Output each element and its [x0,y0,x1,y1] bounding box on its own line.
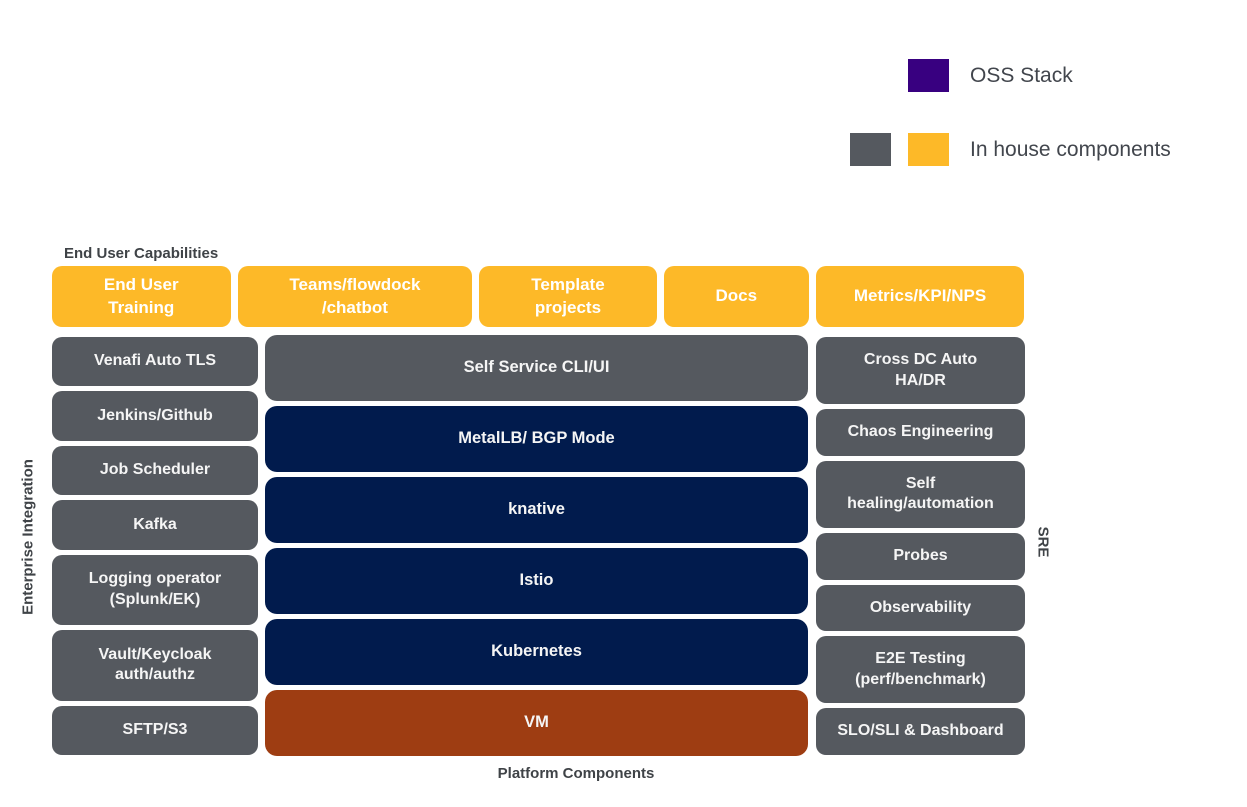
enterprise-integration-label: Enterprise Integration [19,459,37,615]
block-metallb-bgp-mode: MetalLB/ BGP Mode [265,406,808,472]
block-metrics-kpi-nps: Metrics/KPI/NPS [816,266,1025,327]
block-venafi-auto-tls: Venafi Auto TLS [52,337,258,387]
block-logging-operator: Logging operator (Splunk/EK) [52,554,258,626]
block-template-projects: Template projects [479,266,657,327]
end-user-capabilities-row: End User Training Teams/flowdock /chatbo… [52,266,1025,327]
block-vault-keycloak: Vault/Keycloak auth/authz [52,630,258,701]
legend-in-house-label: In house components [970,137,1171,161]
block-vm: VM [265,690,808,756]
oss-stack-swatch [908,59,949,92]
platform-components-label: Platform Components [497,765,655,782]
block-kafka: Kafka [52,500,258,550]
legend-oss-label: OSS Stack [970,63,1073,87]
block-teams-flowdock-chatbot: Teams/flowdock /chatbot [237,266,473,327]
block-chaos-engineering: Chaos Engineering [816,409,1025,456]
legend-in-house: In house components [850,133,1171,166]
block-observability: Observability [816,584,1025,632]
sre-label: SRE [1034,526,1052,558]
block-sftp-s3: SFTP/S3 [52,705,258,755]
in-house-orange-swatch [908,133,949,166]
end-user-capabilities-label: End User Capabilities [64,245,219,262]
block-self-service-cli-ui: Self Service CLI/UI [265,335,808,401]
block-self-healing-automation: Self healing/automation [816,460,1025,529]
block-job-scheduler: Job Scheduler [52,445,258,496]
platform-components-column: Self Service CLI/UI MetalLB/ BGP Mode kn… [265,335,808,756]
block-jenkins-github: Jenkins/Github [52,391,258,441]
block-probes: Probes [816,533,1025,580]
legend-oss-stack: OSS Stack [908,59,1073,92]
block-istio: Istio [265,548,808,614]
block-kubernetes: Kubernetes [265,619,808,685]
block-slo-sli-dashboard: SLO/SLI & Dashboard [816,708,1025,755]
block-end-user-training: End User Training [52,266,231,327]
sre-column: Cross DC Auto HA/DR Chaos Engineering Se… [816,337,1025,755]
block-e2e-testing: E2E Testing (perf/benchmark) [816,636,1025,704]
enterprise-integration-column: Venafi Auto TLS Jenkins/Github Job Sched… [52,337,258,755]
block-cross-dc-auto-ha-dr: Cross DC Auto HA/DR [816,337,1025,405]
in-house-gray-swatch [850,133,891,166]
block-knative: knative [265,477,808,543]
block-docs: Docs [663,266,810,327]
